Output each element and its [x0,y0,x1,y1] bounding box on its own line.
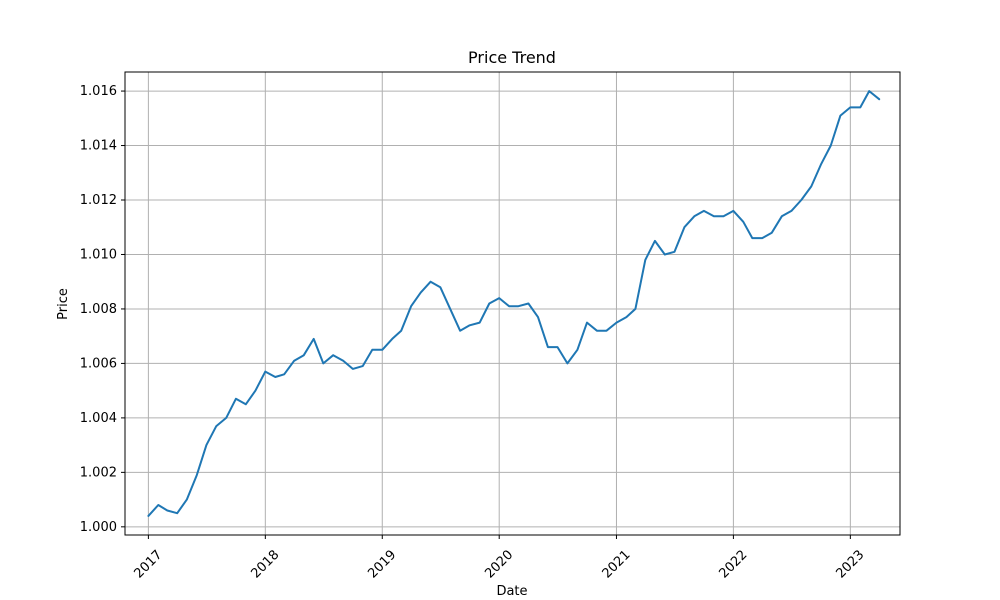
y-tick-label: 1.012 [80,193,117,208]
grid [125,72,900,535]
series-line-price [147,90,881,517]
x-tick-label: 2018 [248,547,282,581]
x-tick-label: 2019 [365,547,399,581]
x-axis-label: Date [496,584,527,599]
plot-frame [124,71,901,536]
chart-title: Price Trend [468,48,556,67]
y-tick-label: 1.004 [80,411,117,426]
y-tick-label: 1.014 [80,139,117,154]
x-tick-label: 2023 [833,547,867,581]
y-axis-label: Price [56,288,71,320]
series-layer [147,90,881,517]
x-axis: 2017 2018 2019 2020 2021 2022 2023 [131,535,867,582]
y-tick-label: 1.006 [80,356,117,371]
y-tick-label: 1.008 [80,302,117,317]
x-tick-label: 2017 [131,547,165,581]
y-tick-label: 1.002 [80,465,117,480]
x-tick-label: 2020 [482,547,516,581]
y-tick-label: 1.000 [80,520,117,535]
x-tick-label: 2022 [716,547,750,581]
y-axis: 1.000 1.002 1.004 1.006 1.008 1.010 1.012 1.014… [80,84,125,535]
y-tick-label: 1.010 [80,247,117,262]
y-tick-label: 1.016 [80,84,117,99]
x-tick-label: 2021 [600,547,634,581]
